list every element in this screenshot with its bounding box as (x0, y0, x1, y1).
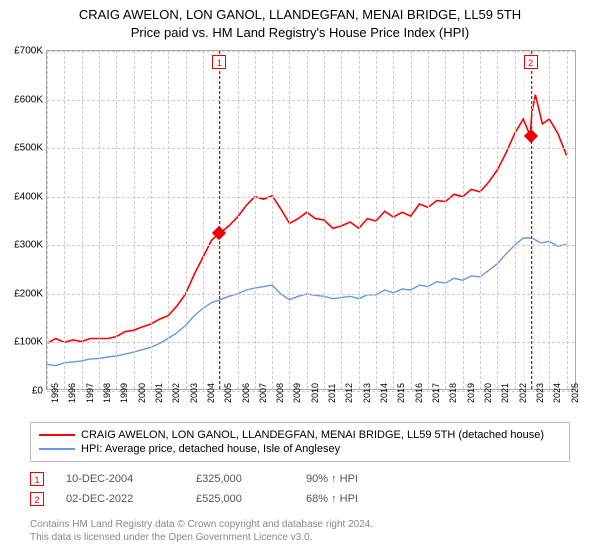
title-line-1: CRAIG AWELON, LON GANOL, LLANDEGFAN, MEN… (0, 6, 600, 24)
footer-line-1: Contains HM Land Registry data © Crown c… (30, 518, 570, 531)
footer-line-2: This data is licensed under the Open Gov… (30, 531, 570, 544)
title-block: CRAIG AWELON, LON GANOL, LLANDEGFAN, MEN… (0, 0, 600, 41)
x-tick-label: 2019 (466, 383, 476, 403)
x-tick-label: 2002 (171, 383, 181, 403)
x-tick-label: 2008 (275, 383, 285, 403)
x-tick-label: 2020 (483, 383, 493, 403)
sale-marker-line (531, 51, 532, 389)
y-tick-label: £400K (3, 191, 43, 202)
legend-label: HPI: Average price, detached house, Isle… (81, 443, 340, 455)
x-tick-label: 2011 (327, 384, 337, 403)
sale-row-pct: 90% ↑ HPI (306, 473, 426, 485)
x-tick-label: 2006 (241, 383, 251, 403)
sale-marker-line (219, 51, 220, 389)
legend-swatch (39, 434, 75, 436)
x-tick-label: 2024 (552, 383, 562, 403)
x-tick-label: 2021 (500, 383, 510, 403)
sale-row-price: £325,000 (196, 473, 306, 485)
x-tick-label: 1998 (102, 383, 112, 403)
legend-row: CRAIG AWELON, LON GANOL, LLANDEGFAN, MEN… (39, 429, 561, 441)
sale-row-date: 02-DEC-2022 (66, 493, 196, 505)
title-line-2: Price paid vs. HM Land Registry's House … (0, 24, 600, 42)
x-tick-label: 2000 (137, 383, 147, 403)
y-tick-label: £300K (3, 240, 43, 251)
sale-row: 2 02-DEC-2022£525,00068% ↑ HPI (30, 492, 570, 506)
sale-row: 1 10-DEC-2004£325,00090% ↑ HPI (30, 472, 570, 486)
chart-svg (47, 51, 575, 389)
x-tick-label: 2025 (570, 383, 580, 403)
x-tick-label: 2003 (189, 383, 199, 403)
sale-row-price: £525,000 (196, 493, 306, 505)
x-tick-label: 2001 (154, 383, 164, 403)
y-tick-label: £100K (3, 337, 43, 348)
x-tick-label: 1997 (85, 383, 95, 403)
x-tick-label: 2016 (414, 383, 424, 403)
legend-swatch (39, 448, 75, 450)
x-tick-label: 1996 (67, 383, 77, 403)
y-tick-label: £0 (3, 386, 43, 397)
x-tick-label: 2010 (310, 383, 320, 403)
price-chart: £0£100K£200K£300K£400K£500K£600K£700K199… (46, 50, 576, 390)
x-tick-label: 2015 (396, 383, 406, 403)
x-tick-label: 2014 (379, 383, 389, 403)
y-tick-label: £600K (3, 94, 43, 105)
legend: CRAIG AWELON, LON GANOL, LLANDEGFAN, MEN… (30, 422, 570, 462)
x-tick-label: 2012 (344, 383, 354, 403)
x-tick-label: 2007 (258, 383, 268, 403)
footer: Contains HM Land Registry data © Crown c… (30, 518, 570, 544)
y-tick-label: £200K (3, 288, 43, 299)
sales-table: 1 10-DEC-2004£325,00090% ↑ HPI 2 02-DEC-202… (30, 466, 570, 506)
sale-marker-badge: 2 (524, 55, 538, 69)
y-tick-label: £500K (3, 143, 43, 154)
legend-label: CRAIG AWELON, LON GANOL, LLANDEGFAN, MEN… (81, 429, 544, 441)
x-tick-label: 2018 (448, 383, 458, 403)
x-tick-label: 2009 (292, 383, 302, 403)
y-tick-label: £700K (3, 46, 43, 57)
sale-row-badge: 2 (30, 492, 44, 506)
sale-row-date: 10-DEC-2004 (66, 473, 196, 485)
sale-marker-badge: 1 (212, 55, 226, 69)
x-tick-label: 1995 (50, 383, 60, 403)
x-tick-label: 1999 (119, 383, 129, 403)
x-tick-label: 2017 (431, 383, 441, 403)
sale-row-badge: 1 (30, 472, 44, 486)
legend-row: HPI: Average price, detached house, Isle… (39, 443, 561, 455)
x-tick-label: 2013 (362, 383, 372, 403)
sale-row-pct: 68% ↑ HPI (306, 493, 426, 505)
